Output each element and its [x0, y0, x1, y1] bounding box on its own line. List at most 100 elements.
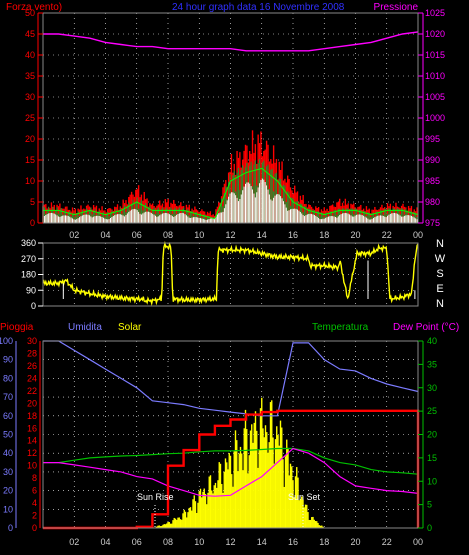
humidity-y-tick: 50 [3, 430, 13, 440]
wind-avg-line [43, 167, 419, 220]
wind-y-tick: 20 [25, 134, 35, 144]
direction-y-tick: 0 [31, 301, 36, 311]
pressure-y-tick: 1010 [425, 71, 445, 81]
pressure-y-tick: 1020 [425, 29, 445, 39]
wind-direction-line [42, 240, 419, 307]
rain-y-tick: 26 [27, 361, 37, 371]
wind-y-tick: 30 [25, 92, 35, 102]
humidity-y-tick: 60 [3, 411, 13, 421]
pressure-axis-label: Pressione [374, 2, 419, 13]
x-tick-label: 22 [382, 537, 392, 547]
x-tick-label: 08 [163, 537, 173, 547]
temperature-y-tick: 10 [427, 476, 437, 486]
direction-y-tick: 360 [21, 238, 36, 248]
x-tick-label: 14 [257, 537, 267, 547]
rain-y-tick: 12 [27, 448, 37, 458]
humidity-y-tick: 90 [3, 355, 13, 365]
sunset-label: Sun Set [288, 492, 321, 502]
wind-axis-label: Forza vento) [6, 2, 62, 13]
pressure-y-tick: 1005 [425, 92, 445, 102]
humidity-line [43, 340, 419, 417]
x-tick-label: 20 [350, 537, 360, 547]
rain-y-tick: 24 [27, 373, 37, 383]
pressure-y-tick: 1025 [425, 8, 445, 18]
weather-panel: 0102030405060708090100024681012141618202… [0, 336, 437, 547]
compass-letter: N [436, 298, 444, 310]
rain-y-tick: 4 [32, 498, 37, 508]
compass-letter: E [436, 283, 443, 295]
x-tick-label: 00 [413, 537, 423, 547]
temperature-y-tick: 15 [427, 453, 437, 463]
x-tick-label: 04 [100, 537, 110, 547]
x-tick-label: 08 [163, 230, 173, 240]
x-tick-label: 10 [194, 230, 204, 240]
x-tick-label: 02 [69, 537, 79, 547]
x-tick-label: 22 [382, 230, 392, 240]
pressure-y-tick: 985 [425, 176, 440, 186]
x-tick-label: 00 [413, 230, 423, 240]
pressure-y-tick: 980 [425, 197, 440, 207]
x-tick-label: 20 [350, 230, 360, 240]
x-tick-label: 12 [225, 537, 235, 547]
rain-y-tick: 28 [27, 348, 37, 358]
x-tick-label: 06 [132, 230, 142, 240]
temperature-y-tick: 35 [427, 359, 437, 369]
rain-axis-label: Pioggia [0, 322, 34, 333]
rain-y-tick: 10 [27, 461, 37, 471]
pressure-y-tick: 1000 [425, 113, 445, 123]
wind-y-tick: 40 [25, 50, 35, 60]
dewpoint-axis-label: Dew Point (°C) [393, 322, 459, 333]
humidity-y-tick: 10 [3, 504, 13, 514]
x-tick-label: 18 [319, 537, 329, 547]
direction-y-tick: 270 [21, 254, 36, 264]
direction-y-tick: 90 [26, 285, 36, 295]
rain-y-tick: 30 [27, 336, 37, 346]
wind-y-tick: 50 [25, 8, 35, 18]
humidity-y-tick: 0 [8, 523, 13, 533]
x-tick-label: 16 [288, 537, 298, 547]
compass-letter: S [436, 268, 443, 280]
temperature-y-tick: 40 [427, 336, 437, 346]
wind-y-tick: 45 [25, 29, 35, 39]
humidity-y-tick: 70 [3, 392, 13, 402]
pressure-y-tick: 990 [425, 155, 440, 165]
x-tick-label: 14 [257, 230, 267, 240]
dewpoint-line [43, 447, 419, 497]
rain-y-tick: 0 [32, 523, 37, 533]
wind-pressure-panel: 0510152025303540455097598098599099510001… [25, 8, 445, 240]
humidity-y-tick: 80 [3, 373, 13, 383]
wind-y-tick: 0 [30, 218, 35, 228]
wind-y-tick: 10 [25, 176, 35, 186]
temperature-y-tick: 25 [427, 406, 437, 416]
rain-y-tick: 2 [32, 511, 37, 521]
humidity-y-tick: 40 [3, 448, 13, 458]
compass-letter: N [436, 238, 444, 250]
humidity-y-tick: 20 [3, 486, 13, 496]
compass-letter: W [435, 253, 446, 265]
temperature-y-tick: 30 [427, 383, 437, 393]
rain-y-tick: 8 [32, 473, 37, 483]
pressure-y-tick: 995 [425, 134, 440, 144]
pressure-line [43, 31, 419, 52]
humidity-y-tick: 100 [0, 336, 13, 346]
humidity-y-tick: 30 [3, 467, 13, 477]
x-tick-label: 06 [132, 537, 142, 547]
rain-y-tick: 18 [27, 411, 37, 421]
wind-y-tick: 25 [25, 113, 35, 123]
sunrise-label: Sun Rise [137, 492, 174, 502]
x-tick-label: 10 [194, 537, 204, 547]
direction-y-tick: 180 [21, 270, 36, 280]
rain-y-tick: 14 [27, 436, 37, 446]
rain-y-tick: 6 [32, 486, 37, 496]
temperature-y-tick: 5 [427, 500, 432, 510]
pressure-y-tick: 1015 [425, 50, 445, 60]
wind-y-tick: 35 [25, 71, 35, 81]
temperature-line [43, 447, 419, 475]
solar-axis-label: Solar [118, 322, 142, 333]
x-tick-label: 02 [69, 230, 79, 240]
x-tick-label: 12 [225, 230, 235, 240]
x-tick-label: 18 [319, 230, 329, 240]
wind-y-tick: 15 [25, 155, 35, 165]
